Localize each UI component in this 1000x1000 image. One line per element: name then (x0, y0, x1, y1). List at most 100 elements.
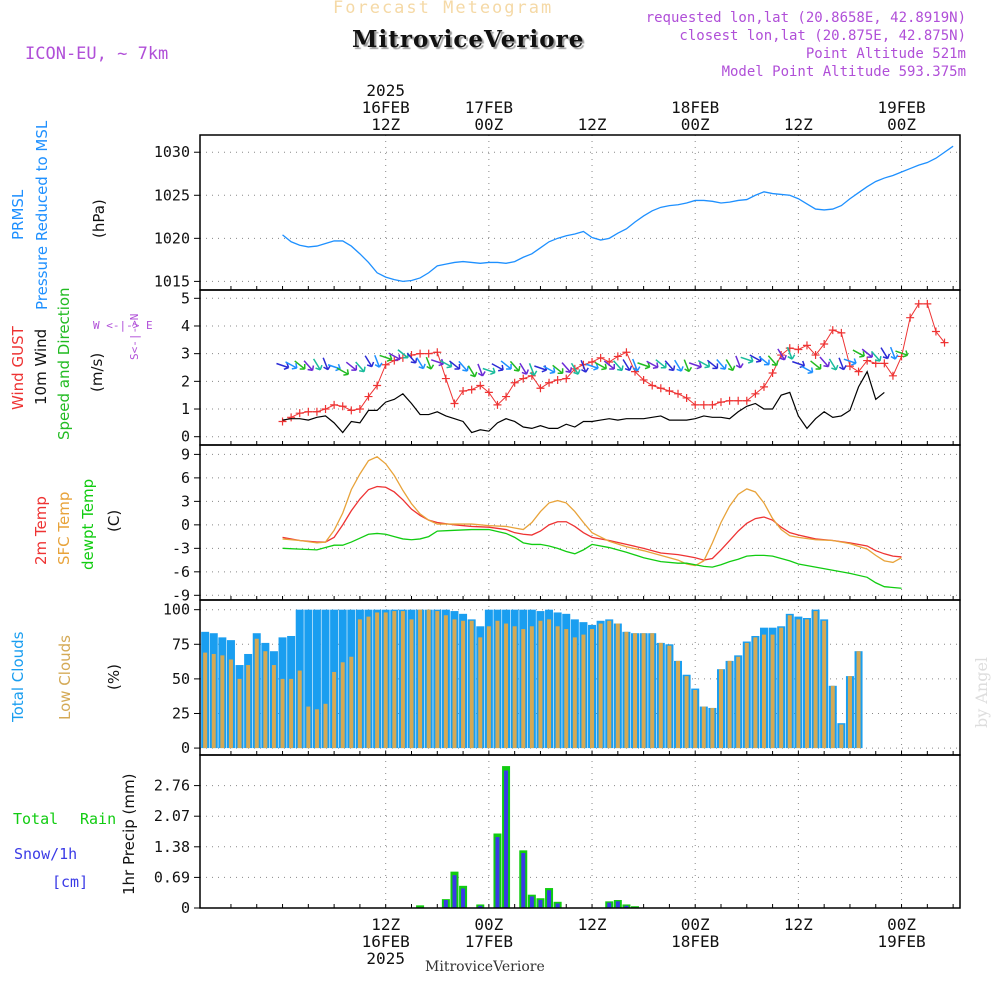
wind-dir-arrow (683, 359, 693, 373)
wind-dir-shaft (843, 358, 857, 364)
gust-marker (923, 299, 932, 308)
y-tick-label: 9 (181, 445, 190, 463)
wind-dir-arrow (655, 359, 667, 369)
wind-dir-arrow (870, 350, 882, 362)
wind-dir-arrow (735, 355, 744, 369)
gust-marker (381, 360, 390, 369)
wind-dir-head (815, 363, 822, 370)
wind-dir-shaft (345, 361, 357, 371)
low-cloud-bar (607, 620, 612, 749)
x-axis-bottom-label: 18FEB (671, 932, 719, 951)
snow-bar (607, 902, 612, 908)
wind-dir-arrow (519, 362, 530, 375)
watermark: by Angel (972, 656, 991, 728)
wind-dir-head (557, 368, 564, 375)
gust-marker (484, 388, 493, 397)
wind-dir-shaft (819, 356, 829, 368)
x-axis-top-label: 12Z (371, 115, 400, 134)
gust-marker (441, 374, 450, 383)
wind-dir-shaft (637, 362, 650, 368)
gust-marker (364, 392, 373, 401)
wind-dir-shaft (561, 362, 572, 373)
wind-dir-head (489, 367, 496, 376)
gust-marker (622, 348, 631, 357)
wind-dir-shaft (303, 360, 314, 371)
wind-dir-arrow (355, 361, 366, 373)
wind-dir-arrow (664, 360, 676, 372)
low-cloud-bar (633, 633, 638, 749)
requested-coords: requested lon,lat (20.8658E, 42.8919N) (645, 10, 966, 26)
wind-dir-head (902, 350, 909, 358)
low-cloud-bar (641, 633, 646, 749)
wind-dir-shaft (697, 359, 710, 368)
gust-marker (304, 407, 313, 416)
x-axis-bottom-label: 19FEB (877, 932, 925, 951)
x-axis-bottom-label: 16FEB (362, 932, 410, 951)
wind-dir-shaft (543, 365, 556, 374)
wind-dir-head (549, 367, 556, 374)
gust-marker (674, 389, 683, 398)
low-cloud-bar (435, 611, 440, 749)
low-cloud-bar (486, 626, 491, 749)
snow-bar (461, 888, 466, 908)
point-altitude: Point Altitude 521m (805, 46, 966, 62)
wind-dir-arrow (706, 359, 719, 370)
wind-dir-arrow (477, 363, 486, 377)
gust-marker (751, 389, 760, 398)
gust-marker (433, 348, 442, 357)
x-axis-top-label: 12Z (784, 115, 813, 134)
pressure-line (282, 145, 954, 283)
panel-frame (199, 754, 961, 909)
snow-bar (443, 900, 448, 908)
low-cloud-bar (727, 660, 732, 749)
wind-dir-arrow (345, 361, 358, 371)
y-tick-label: 4 (181, 317, 190, 335)
wind-dir-shaft (603, 360, 615, 370)
gust-marker (914, 299, 923, 308)
wind-dir-arrow (594, 361, 607, 371)
low-cloud-bar (297, 670, 302, 749)
wind-dir-arrow (509, 360, 521, 372)
gust-marker (828, 326, 837, 335)
low-cloud-bar (504, 623, 509, 749)
clouds-unit: (%) (105, 664, 123, 690)
wind-dir-shaft (631, 358, 639, 372)
wind-dir-arrow (777, 348, 787, 361)
low-cloud-bar (615, 623, 620, 749)
wind-dir-arrow (674, 359, 684, 372)
gust-marker (837, 328, 846, 337)
low-cloud-bar (383, 612, 388, 749)
wind-dir-head (838, 364, 847, 371)
wind-dir-arrow (570, 362, 581, 375)
wind-dir-arrow (880, 347, 891, 360)
low-cloud-bar (529, 626, 534, 749)
low-cloud-bar (813, 611, 818, 749)
wind-dir-head (807, 367, 814, 374)
gust-marker (716, 398, 725, 407)
gust-marker (759, 382, 768, 391)
wind-dir-shaft (767, 355, 778, 366)
wind-dir-shaft (364, 355, 373, 368)
low-cloud-bar (650, 633, 655, 749)
gust-marker (906, 313, 915, 322)
wind-dir-head (315, 364, 323, 371)
x-axis-top-label: 16FEB (362, 98, 410, 117)
wind-dir-head (593, 363, 599, 371)
gust-marker (536, 384, 545, 393)
low-cloud-bar (590, 629, 595, 749)
y-tick-label: 1.38 (154, 838, 190, 856)
wind-dir-arrow (852, 349, 865, 358)
wind-dir-shaft (664, 360, 675, 371)
low-cloud-bar (847, 676, 852, 749)
wind-unit: (m/s) (88, 352, 106, 392)
y-tick-label: 3 (181, 492, 190, 510)
wind-10m-label: 10m Wind (32, 328, 50, 405)
wind-dir-head (283, 362, 290, 371)
wind-rose-vertical: S<-|->N (128, 313, 141, 360)
wind-dir-shaft (534, 365, 547, 371)
y-tick-label: 1015 (154, 272, 190, 290)
pressure-label-2: Pressure Reduced to MSL (33, 120, 51, 310)
snow-bar (478, 905, 483, 908)
wind-dir-head (735, 363, 744, 369)
gust-marker (734, 396, 743, 405)
